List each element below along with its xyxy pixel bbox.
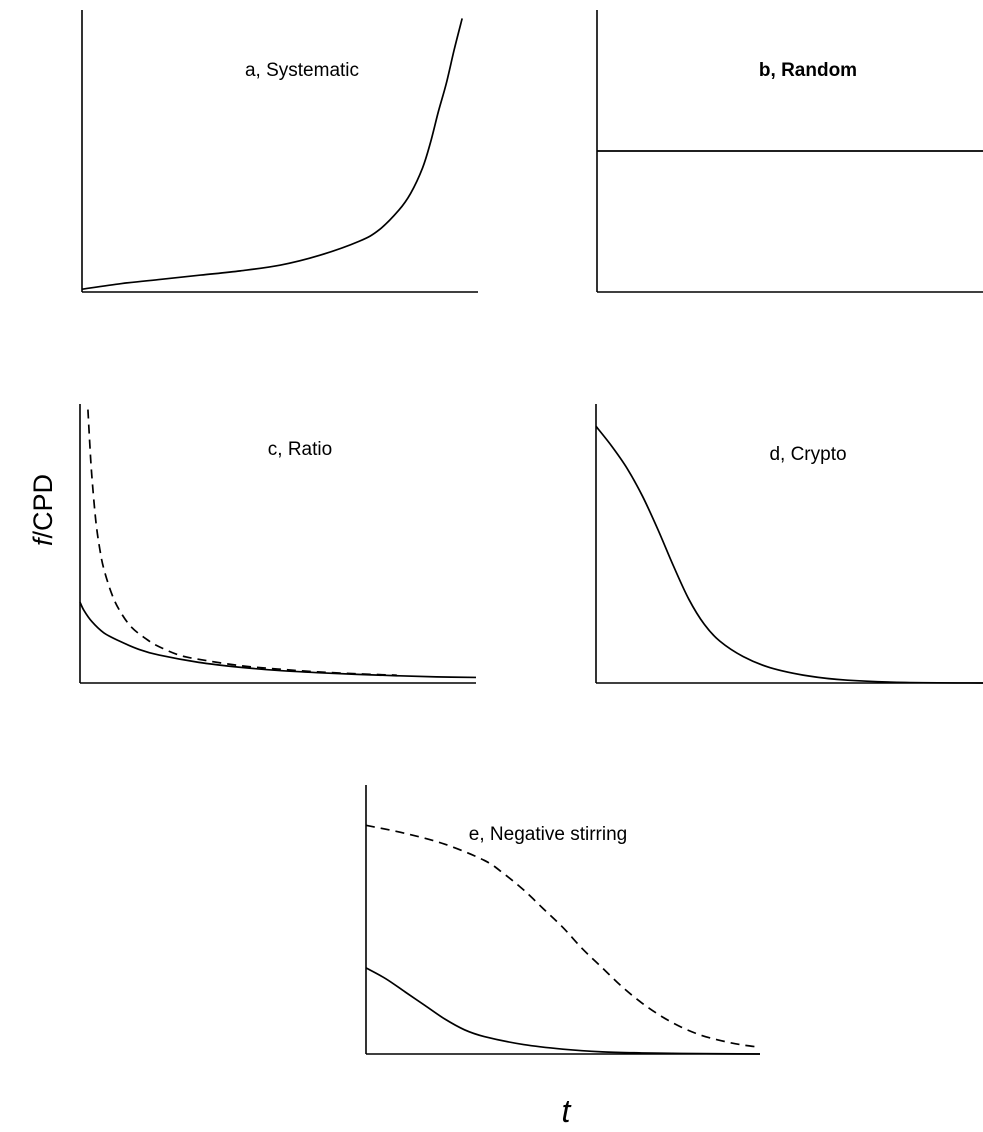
series-line-e-dashed-0	[365, 824, 761, 1049]
panel-title-a: a, Systematic	[245, 60, 359, 81]
y-axis-label-unit: /CPD	[28, 474, 58, 539]
panel-b: b, Random	[596, 10, 983, 293]
panel-d: d, Crypto	[595, 404, 983, 684]
series-line-c-dashed-1	[87, 409, 397, 677]
panel-title-b: b, Random	[759, 60, 857, 81]
panels-group: a, Systematic b, Random c, Ratio d, Crypto e…	[79, 10, 983, 1055]
panel-c: c, Ratio	[79, 404, 477, 684]
series-line-a-solid-0	[81, 18, 463, 291]
panel-title-c: c, Ratio	[268, 439, 332, 460]
panel-a: a, Systematic	[81, 10, 478, 293]
x-axis-label: t	[562, 1093, 572, 1129]
y-axis-label-var: f	[28, 536, 58, 546]
series-line-d-solid-0	[595, 425, 983, 684]
panel-title-d: d, Crypto	[769, 444, 846, 465]
panel-e: e, Negative stirring	[365, 785, 761, 1055]
y-axis-label: f/CPD	[28, 474, 58, 546]
panel-title-e: e, Negative stirring	[469, 824, 627, 845]
series-line-c-solid-0	[79, 601, 477, 679]
series-line-e-solid-1	[365, 967, 761, 1055]
